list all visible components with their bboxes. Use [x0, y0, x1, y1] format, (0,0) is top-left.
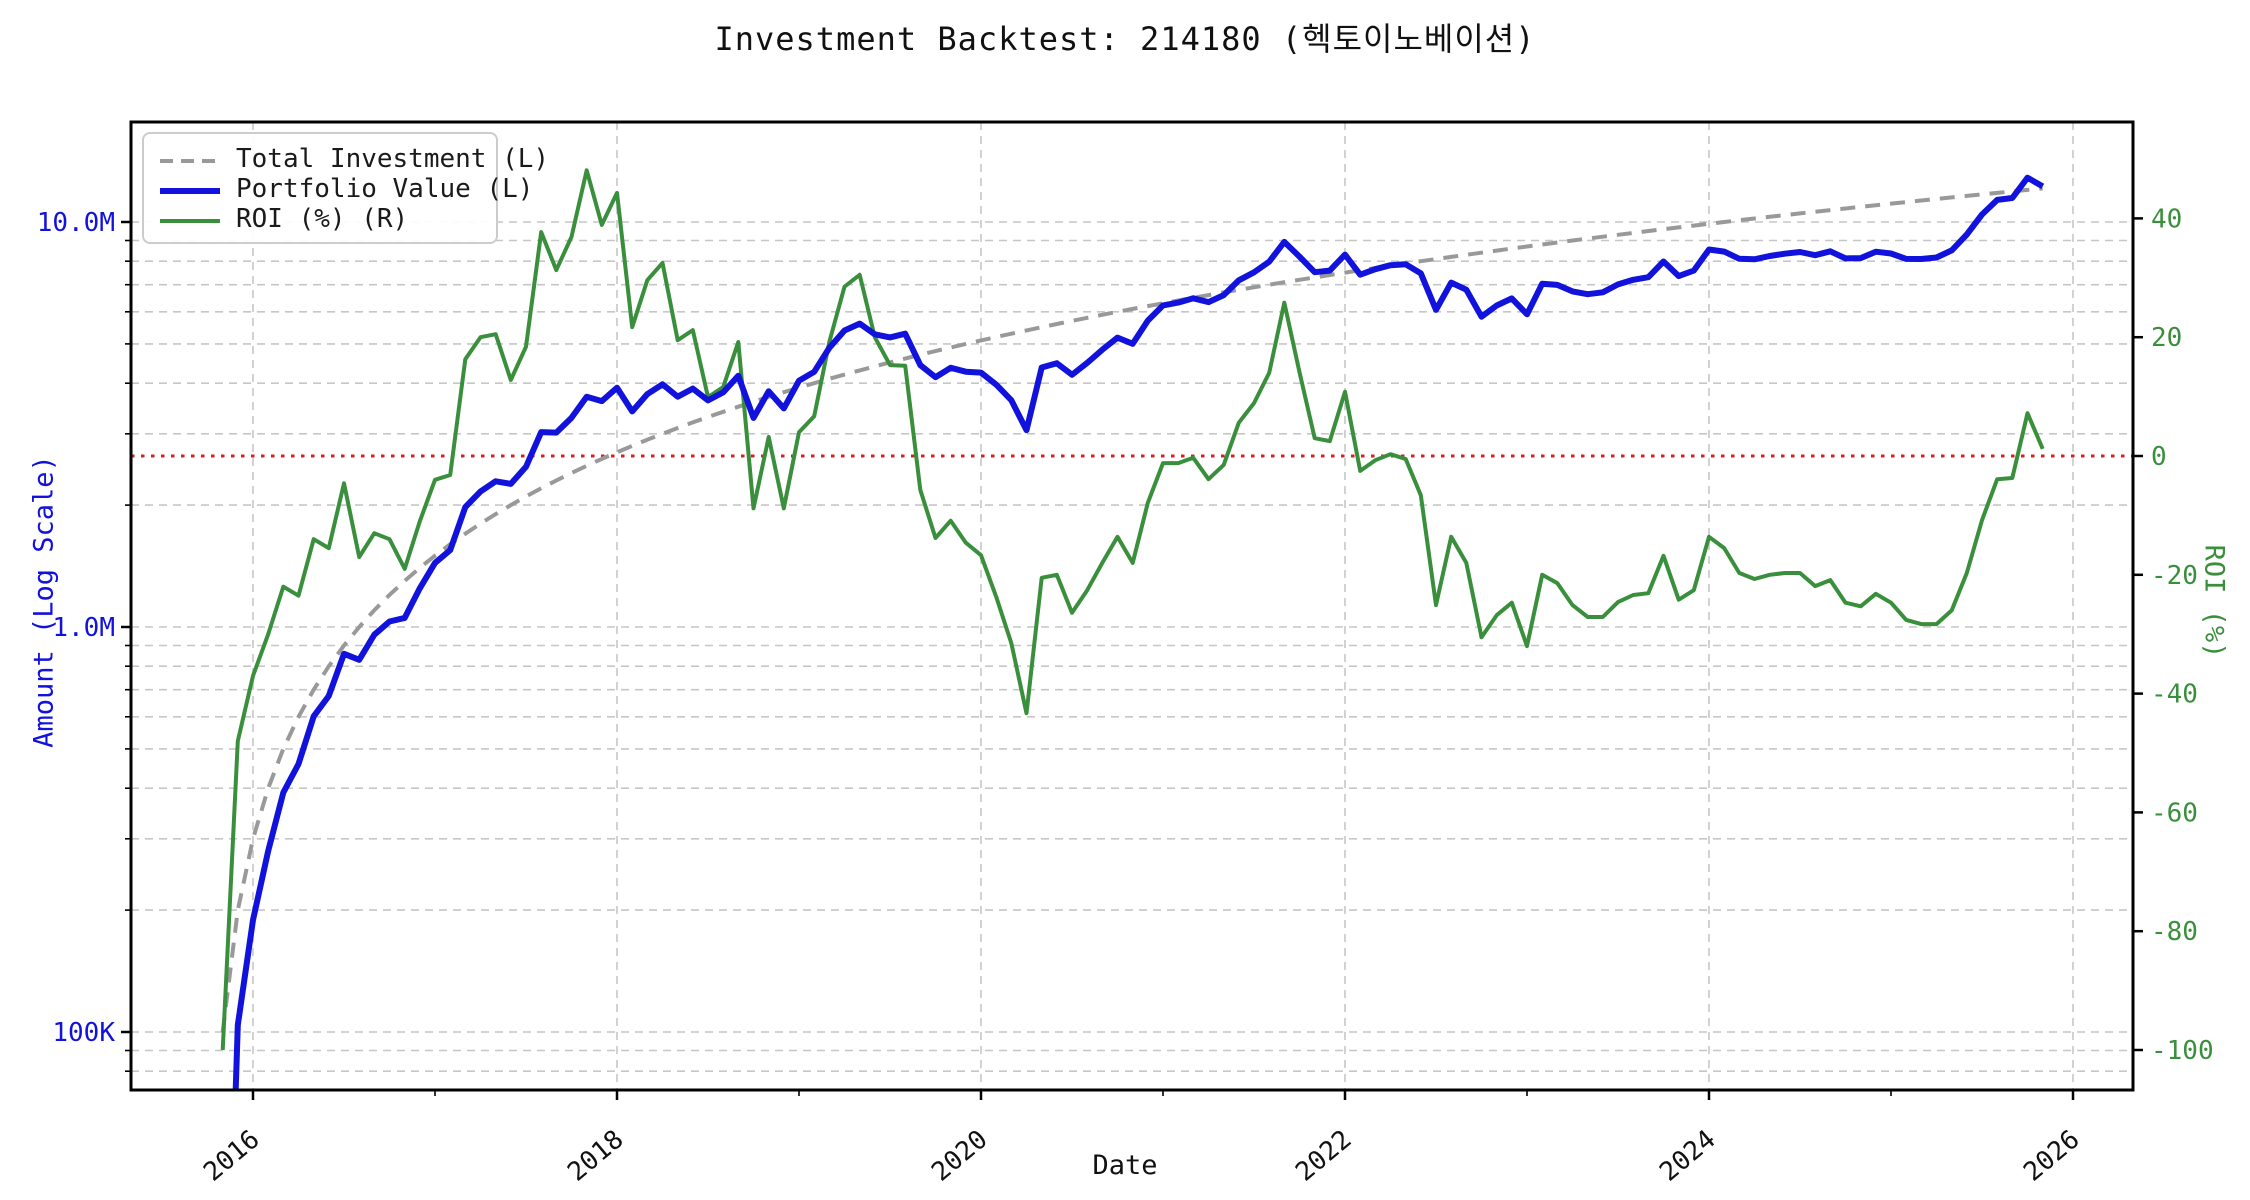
svg-text:1.0M: 1.0M — [52, 613, 115, 643]
dashed-line-sample-icon — [160, 150, 220, 169]
svg-text:10.0M: 10.0M — [37, 208, 115, 238]
chart-title: Investment Backtest: 214180 (헥토이노베이션) — [714, 20, 1536, 58]
legend-label-portfolio-value: Portfolio Value (L) — [236, 174, 534, 204]
legend-item-portfolio-value: Portfolio Value (L) — [160, 174, 533, 204]
svg-text:-40: -40 — [2151, 680, 2198, 710]
y-left-axis-label: Amount (Log Scale) — [28, 455, 60, 748]
svg-text:-20: -20 — [2151, 561, 2198, 591]
x-axis-label: Date — [1092, 1150, 1158, 1181]
y-right-axis-label: ROI (%) — [2198, 544, 2230, 659]
legend-label-total-investment: Total Investment (L) — [236, 144, 550, 174]
legend-box: Total Investment (L) Portfolio Value (L)… — [142, 132, 549, 244]
svg-text:20: 20 — [2151, 323, 2182, 353]
svg-text:40: 40 — [2151, 204, 2182, 234]
svg-text:-60: -60 — [2151, 798, 2198, 828]
green-line-sample-icon — [160, 210, 220, 229]
legend-label-roi: ROI (%) (R) — [236, 204, 409, 234]
blue-line-sample-icon — [160, 180, 220, 199]
svg-text:0: 0 — [2151, 442, 2167, 472]
legend-item-roi: ROI (%) (R) — [160, 204, 482, 234]
svg-text:100K: 100K — [52, 1018, 115, 1048]
svg-text:-80: -80 — [2151, 917, 2198, 947]
svg-text:-100: -100 — [2151, 1036, 2214, 1066]
legend-item-total-investment: Total Investment (L) — [160, 144, 549, 174]
